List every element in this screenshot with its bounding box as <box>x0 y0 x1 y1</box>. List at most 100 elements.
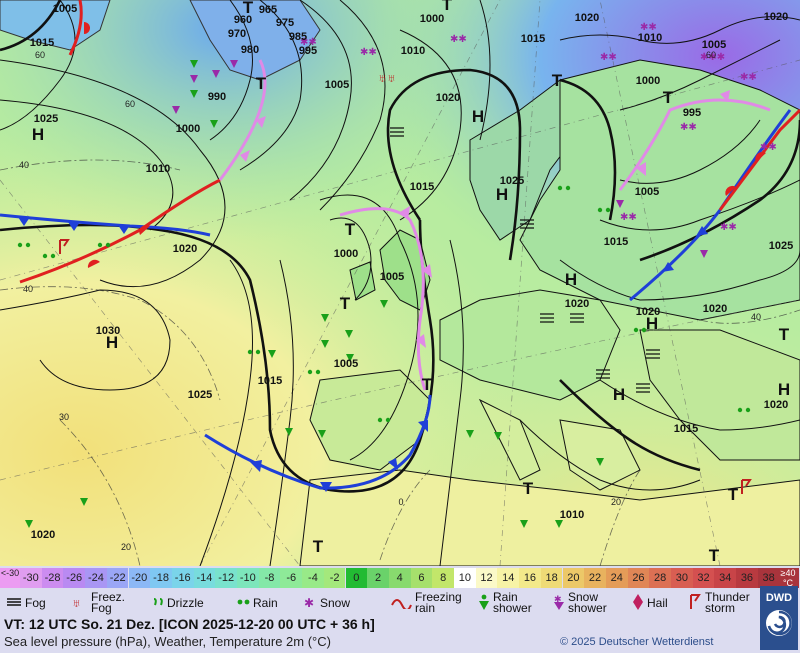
temperature-scale-cell: 0 <box>345 568 368 588</box>
fog-icon <box>6 596 22 611</box>
low-pressure-center: T <box>313 537 324 556</box>
weather-symbols: ✱✱✱✱✱✱✱✱✱ ✱✱✱✱✱✱✱✱ ✱✱✱✱✱✱ ♅♅ <box>17 22 777 528</box>
pressure-label: 1020 <box>703 303 727 315</box>
pressure-label: 1015 <box>604 236 628 248</box>
pressure-label: 1020 <box>436 92 460 104</box>
temperature-scale: <-30 -30 -28 -26 -24 -22 -20 -18 -16 -14 -12 -10 -8… <box>0 568 780 590</box>
temperature-scale-cell: 14 <box>497 568 520 588</box>
pressure-label: 990 <box>208 91 226 103</box>
pressure-label: 975 <box>276 17 294 29</box>
temperature-contour-label: 30 <box>59 412 69 422</box>
svg-text:✱✱: ✱✱ <box>600 52 617 63</box>
low-pressure-center: T <box>552 71 563 90</box>
svg-text:✱✱: ✱✱ <box>720 222 737 233</box>
low-pressure-center: T <box>728 485 739 504</box>
temperature-scale-cell: -26 <box>63 568 86 588</box>
occluded-front-uk <box>339 206 432 391</box>
high-pressure-center: H <box>565 270 577 289</box>
legend-item-label: Freez. Fog <box>91 590 126 615</box>
low-pressure-center: T <box>422 375 433 394</box>
legend-item-freezing-rain: Freezing rain <box>390 590 462 616</box>
low-pressure-center: T <box>256 74 267 93</box>
cold-front-atlantic <box>0 213 211 237</box>
copyright: © 2025 Deutscher Wetterdienst <box>560 636 714 648</box>
fog-symbols <box>390 127 660 393</box>
legend-item-thunderstorm: Thunder storm <box>688 590 750 616</box>
pressure-label: 1015 <box>410 181 434 193</box>
pressure-label: 1005 <box>334 358 358 370</box>
temperature-labels: 60 60 40 40 30 20 0 20 40 60 <box>19 50 761 552</box>
temperature-scale-cell: 28 <box>649 568 671 588</box>
pressure-label: 1010 <box>638 32 662 44</box>
svg-text:✱✱: ✱✱ <box>450 34 467 45</box>
svg-text:✱✱: ✱✱ <box>620 212 637 223</box>
low-pressure-center: T <box>442 0 453 14</box>
rain-symbols <box>17 185 751 423</box>
temperature-scale-cell: -20 <box>128 568 151 588</box>
scale-start-label: <-30 <box>0 568 20 588</box>
low-pressure-center: T <box>709 546 720 565</box>
legend-item-label: Drizzle <box>167 595 204 610</box>
dwd-logo-text: DWD <box>765 592 793 604</box>
pressure-label: 1000 <box>334 248 358 260</box>
temperature-scale-cell: 8 <box>432 568 454 588</box>
drizzle-icon <box>150 595 164 612</box>
snow-shower-icon: ✱ <box>553 593 565 614</box>
temperature-scale-cell: 2 <box>367 568 389 588</box>
pressure-label: 1025 <box>34 113 58 125</box>
weather-symbol-legend: Fog ♅ Freez. Fog Drizzle Rain ✱ Snow Freezing r… <box>0 590 760 616</box>
svg-text:✱: ✱ <box>554 594 562 604</box>
occluded-front-baltic <box>618 90 771 191</box>
pressure-label: 1015 <box>30 37 54 49</box>
pressure-label: 960 <box>234 14 252 26</box>
svg-text:✱✱: ✱✱ <box>640 22 657 33</box>
low-pressure-center: T <box>340 294 351 313</box>
pressure-label: 980 <box>241 44 259 56</box>
pressure-label: 970 <box>228 28 246 40</box>
legend-item-snow-shower: ✱ Snow shower <box>553 590 607 616</box>
temperature-scale-cell: 34 <box>714 568 737 588</box>
legend-item-fog: Fog <box>6 590 46 616</box>
temperature-scale-cell: -12 <box>215 568 237 588</box>
rain-shower-symbols <box>25 60 604 528</box>
snow-shower-symbols <box>172 60 708 258</box>
pressure-label: 1010 <box>401 45 425 57</box>
temperature-scale-cell: -6 <box>280 568 303 588</box>
pressure-label: 995 <box>299 45 317 57</box>
pressure-label: 1015 <box>521 33 545 45</box>
freezing-fog-icon: ♅ <box>72 596 88 611</box>
pressure-label: 1025 <box>188 389 212 401</box>
temperature-contour-label: 40 <box>751 312 761 322</box>
pressure-label: 1020 <box>173 243 197 255</box>
graticule <box>0 0 800 566</box>
pressure-label: 985 <box>289 31 307 43</box>
svg-text:♅: ♅ <box>72 596 81 608</box>
high-pressure-center: H <box>32 125 44 144</box>
temperature-contour-label: 40 <box>23 284 33 294</box>
cold-front-iberia <box>204 394 432 492</box>
thunderstorm-icon <box>688 593 702 614</box>
pressure-label: 1020 <box>764 11 788 23</box>
temperature-scale-cell: -8 <box>258 568 281 588</box>
temperature-scale-cell: -2 <box>323 568 346 588</box>
pressure-label: 1020 <box>764 399 788 411</box>
legend-item-label: Rain shower <box>493 590 532 615</box>
dwd-logo: DWD <box>760 586 798 650</box>
pressure-label: 965 <box>259 4 277 16</box>
pressure-label: 1000 <box>176 123 200 135</box>
temperature-scale-cell: 24 <box>605 568 628 588</box>
temperature-scale-cell: -22 <box>106 568 129 588</box>
pressure-label: 1000 <box>420 13 444 25</box>
occluded-front-atlantic <box>218 59 267 181</box>
legend-item-label: Hail <box>647 595 668 610</box>
temperature-scale-cell: 16 <box>519 568 541 588</box>
scale-end-label: ≥40 °C <box>777 568 799 588</box>
occluded-front-north <box>68 0 90 56</box>
temperature-scale-cell: 30 <box>671 568 693 588</box>
warm-front-atlantic <box>19 178 221 284</box>
temperature-scale-cell: -4 <box>302 568 324 588</box>
legend-item-label: Fog <box>25 595 46 610</box>
high-pressure-center: H <box>472 107 484 126</box>
